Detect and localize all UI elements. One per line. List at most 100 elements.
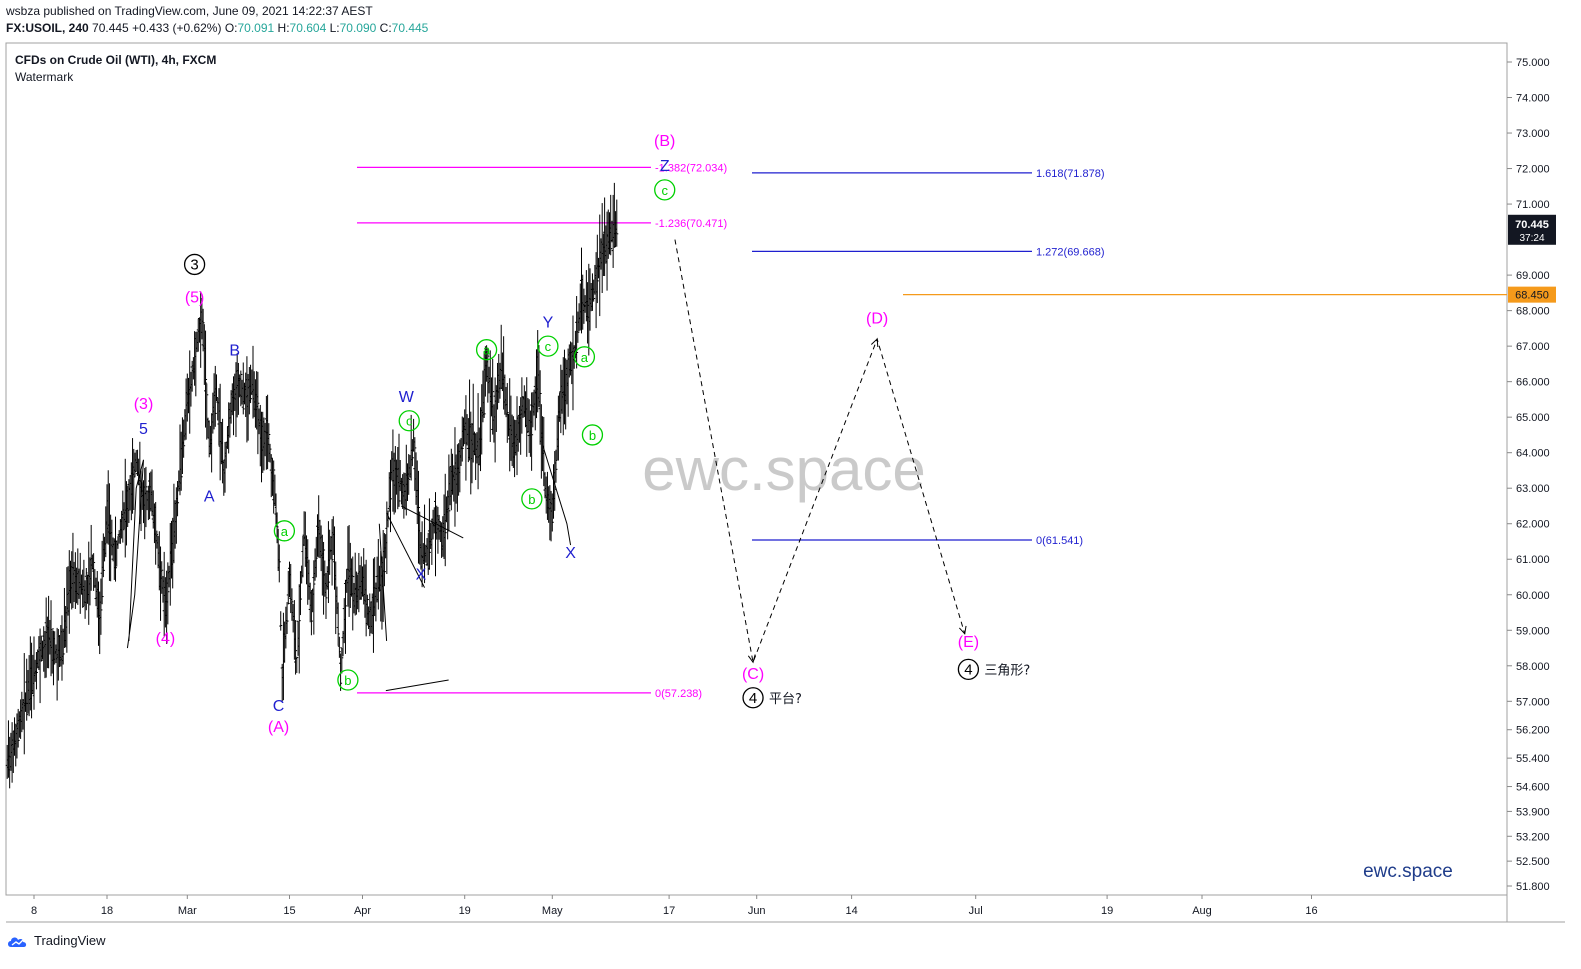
high-label: H: [277, 21, 290, 35]
wave-label: b [528, 492, 535, 507]
fib-level-label: 0(61.541) [1036, 535, 1083, 547]
y-tick-label: 60.000 [1516, 590, 1550, 602]
fib-level-label: -1.382(72.034) [655, 162, 727, 174]
price-change: +0.433 (+0.62%) [132, 21, 222, 35]
wave-circle [957, 658, 980, 680]
wave-label: B [229, 343, 240, 360]
fib-level-label: 1.272(69.668) [1036, 246, 1105, 258]
y-tick-label: 53.900 [1516, 806, 1550, 818]
y-tick-label: 56.200 [1516, 725, 1550, 737]
symbol-ohlc-bar: FX:USOIL, 240 70.445 +0.433 (+0.62%) O:7… [6, 21, 428, 35]
x-tick-label: 18 [101, 905, 113, 917]
x-tick-label: 8 [31, 905, 37, 917]
fib-level-label: 0(57.238) [655, 688, 702, 700]
y-tick-label: 69.000 [1516, 270, 1550, 282]
chart-legend-subtitle: Watermark [15, 70, 74, 84]
y-tick-label: 74.000 [1516, 93, 1550, 105]
tradingview-logo-text: TradingView [34, 933, 106, 948]
y-tick-label: 53.200 [1516, 831, 1550, 843]
wave-label: 4 [749, 690, 757, 707]
projection-arrowhead [747, 654, 756, 664]
projection-path [674, 239, 966, 665]
wave-label: (C) [742, 666, 764, 683]
x-tick-label: Aug [1192, 905, 1212, 917]
wave-label: b [589, 428, 596, 443]
y-tick-label: 51.800 [1516, 881, 1550, 893]
x-tick-label: May [542, 905, 563, 917]
wave-label: 4 [964, 661, 972, 678]
wave-label: A [204, 488, 215, 505]
wave-label: (4) [156, 630, 176, 647]
close-label: C: [379, 21, 392, 35]
wave-label: c [406, 414, 413, 429]
open-label: O: [224, 21, 238, 35]
last-price: 70.445 [92, 21, 129, 35]
wave-circle [573, 346, 596, 368]
wave-label: Z [660, 158, 670, 175]
y-tick-label: 58.000 [1516, 661, 1550, 673]
wave-circle [537, 335, 559, 357]
x-tick-label: 16 [1305, 905, 1317, 917]
wave-circle [521, 488, 543, 510]
low-value: 70.090 [339, 21, 377, 35]
wave-label: a [483, 343, 491, 358]
tradingview-logo[interactable]: TradingView [6, 933, 106, 948]
trendline-annotation [378, 523, 388, 641]
y-tick-label: 52.500 [1516, 856, 1550, 868]
trendline-annotation [542, 445, 572, 546]
fib-level-label: 1.618(71.878) [1036, 168, 1105, 180]
wave-label: (B) [654, 133, 675, 150]
wave-circle [337, 669, 359, 691]
x-tick-label: 19 [459, 905, 471, 917]
wave-label: 5 [139, 421, 148, 438]
wave-label: Y [543, 314, 554, 331]
x-tick-label: Mar [178, 905, 197, 917]
wave-note: 三角形? [984, 663, 1030, 678]
projection-arrowhead [958, 625, 967, 635]
y-tick-label: 75.000 [1516, 57, 1550, 69]
x-tick-label: 19 [1101, 905, 1113, 917]
wave-label: b [344, 673, 351, 688]
wave-circle [398, 410, 420, 432]
wave-label: X [565, 545, 576, 562]
wave-label: X [416, 566, 427, 583]
publish-info: wsbza published on TradingView.com, June… [6, 4, 373, 18]
y-tick-label: 65.000 [1516, 412, 1550, 424]
low-label: L: [329, 21, 340, 35]
current-price-tag [1508, 214, 1556, 245]
x-tick-label: Jul [969, 905, 983, 917]
wave-circle [183, 253, 206, 276]
wave-label: W [399, 389, 415, 406]
wave-note: 平台? [769, 692, 802, 707]
watermark-text: ewc.space [642, 436, 925, 503]
wave-label: (E) [958, 634, 979, 651]
bar-countdown: 37:24 [1519, 233, 1544, 244]
trendline-annotation [385, 679, 449, 692]
x-tick-label: 15 [283, 905, 295, 917]
wave-label: (D) [866, 311, 888, 328]
wave-label: (3) [134, 396, 154, 413]
y-tick-label: 57.000 [1516, 696, 1550, 708]
wave-circle [475, 339, 498, 361]
current-price-value: 70.445 [1515, 219, 1549, 231]
open-value: 70.091 [237, 21, 275, 35]
y-tick-label: 68.000 [1516, 306, 1550, 318]
y-tick-label: 73.000 [1516, 128, 1550, 140]
projection-arrowhead [870, 337, 879, 348]
y-tick-label: 61.000 [1516, 554, 1550, 566]
wave-label: c [661, 183, 668, 198]
support-price-value: 68.450 [1515, 290, 1549, 302]
x-tick-label: Apr [354, 905, 371, 917]
wave-label: c [545, 339, 552, 354]
x-tick-label: 14 [845, 905, 857, 917]
support-price-tag [1508, 286, 1556, 303]
wave-circle [742, 687, 764, 709]
wave-label: C [273, 698, 285, 715]
y-tick-label: 72.000 [1516, 164, 1550, 176]
wave-label: (A) [268, 719, 289, 736]
y-tick-label: 62.000 [1516, 519, 1550, 531]
y-tick-label: 55.400 [1516, 753, 1550, 765]
y-tick-label: 66.000 [1516, 377, 1550, 389]
symbol-label[interactable]: FX:USOIL, 240 [6, 21, 89, 35]
